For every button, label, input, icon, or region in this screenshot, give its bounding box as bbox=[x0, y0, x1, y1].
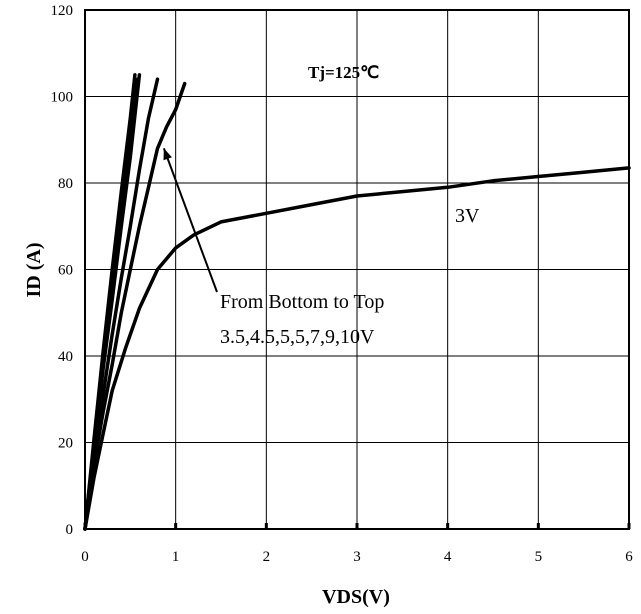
y-tick-label: 60 bbox=[58, 263, 73, 279]
curve-3v-label: 3V bbox=[455, 205, 480, 227]
series-lines bbox=[83, 73, 631, 531]
y-tick-label: 40 bbox=[58, 349, 73, 365]
x-tick-label: 1 bbox=[172, 549, 180, 565]
series-line-1 bbox=[83, 166, 631, 531]
x-tick-label: 2 bbox=[263, 549, 271, 565]
grid-lines bbox=[83, 10, 631, 529]
annotation-arrowhead bbox=[163, 148, 172, 161]
x-tick-label: 3 bbox=[353, 549, 361, 565]
y-axis-label: ID (A) bbox=[23, 243, 45, 298]
series-line-6 bbox=[83, 73, 137, 531]
y-tick-label: 0 bbox=[66, 522, 74, 538]
x-tick-label: 4 bbox=[444, 549, 452, 565]
y-tick-label: 20 bbox=[58, 436, 73, 452]
annotation-leader-line bbox=[162, 148, 218, 293]
legend-text-line1: From Bottom to Top bbox=[220, 291, 384, 313]
x-tick-label: 6 bbox=[625, 549, 633, 565]
y-tick-label: 100 bbox=[51, 90, 74, 106]
plot-frame bbox=[84, 9, 630, 530]
temperature-annotation: Tj=125℃ bbox=[308, 63, 379, 82]
y-tick-label: 120 bbox=[51, 3, 74, 19]
x-tick-label: 0 bbox=[81, 549, 89, 565]
legend-text-line2: 3.5,4.5,5,5,7,9,10V bbox=[220, 326, 375, 348]
series-line-2 bbox=[83, 81, 187, 531]
x-axis-label: VDS(V) bbox=[322, 586, 390, 608]
x-tick-label: 5 bbox=[535, 549, 543, 565]
y-tick-label: 80 bbox=[58, 176, 73, 192]
